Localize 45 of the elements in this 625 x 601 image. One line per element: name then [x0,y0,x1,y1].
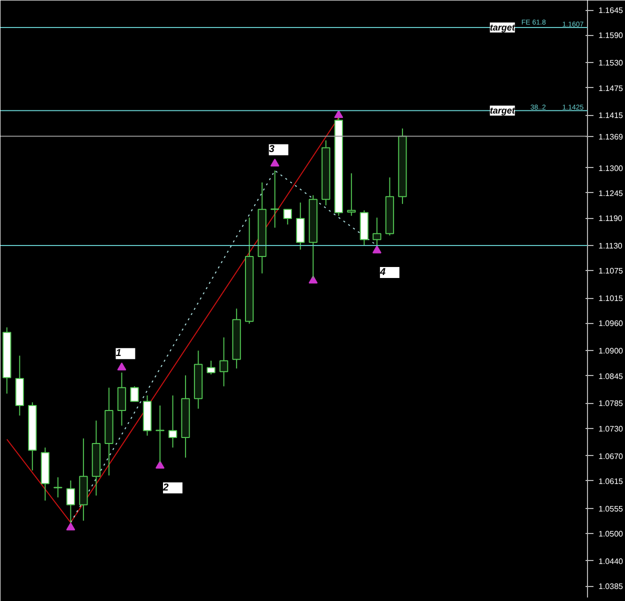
series-label: 3 [268,144,275,156]
series-label: 2 [162,482,170,494]
candlestick [296,202,305,250]
y-tick-label: 1.1475 [598,84,624,93]
y-tick-label: 1.0555 [598,504,624,514]
point [334,110,344,118]
y-tick-label: 1.1075 [598,266,624,276]
point [156,460,165,469]
y-tick-label: 1.1300 [598,164,624,173]
candlestick [283,208,292,225]
candlestick [117,372,126,426]
point [66,522,76,530]
candlestick [206,360,216,375]
y-tick-label: 1.0900 [598,346,624,356]
point [372,245,382,254]
y-tick-label: 1.1015 [598,294,624,304]
series-label: 1 [116,348,122,360]
y-tick-label: 1.1369 [598,132,624,142]
y-tick-label: 1.0385 [598,582,624,592]
y-tick-label: 1.1645 [598,6,624,16]
y-tick-label: 1.0845 [598,372,624,381]
y-tick-label: 1.1590 [598,31,624,40]
point [308,276,318,284]
ref-line-label: target [490,22,516,32]
y-tick-label: 1.1530 [598,58,624,68]
y-tick-label: 1.1245 [598,188,624,198]
y-tick-label: 1.0785 [598,399,624,408]
y-tick-label: 1.1415 [598,111,624,120]
point [117,362,126,370]
candlestick [168,394,178,448]
candlestick [270,170,280,228]
y-tick-label: 1.0615 [598,476,624,486]
candlestick [54,476,62,498]
candlestick [347,172,356,216]
y-tick-label: 1.0500 [598,530,624,539]
y-tick-label: 1.0960 [598,319,624,328]
y-tick-label: 1.0730 [598,424,624,434]
candlestick [130,386,139,402]
y-tick-label: 1.0670 [598,452,624,461]
y-tick-label: 1.0440 [598,556,624,566]
y-tick-label: 1.1190 [598,214,623,224]
candlestick [219,336,228,387]
ref-line-label: target [490,106,516,116]
y-tick-label: 1.1130 [598,242,623,251]
point [270,158,280,166]
